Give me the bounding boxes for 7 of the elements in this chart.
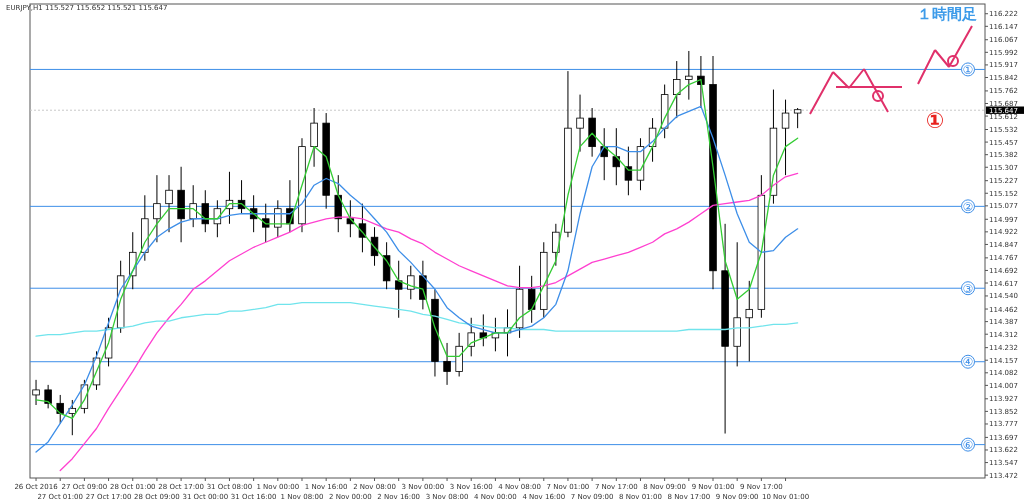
ref-label: ① (962, 62, 974, 77)
ref-label: ② (962, 199, 974, 214)
ref-label: ④ (962, 355, 974, 370)
annotation: ① (925, 108, 945, 133)
ref-label: ⑥ (962, 438, 974, 453)
annotation: １時間足 (917, 5, 977, 23)
ref-label: ③ (962, 281, 974, 296)
